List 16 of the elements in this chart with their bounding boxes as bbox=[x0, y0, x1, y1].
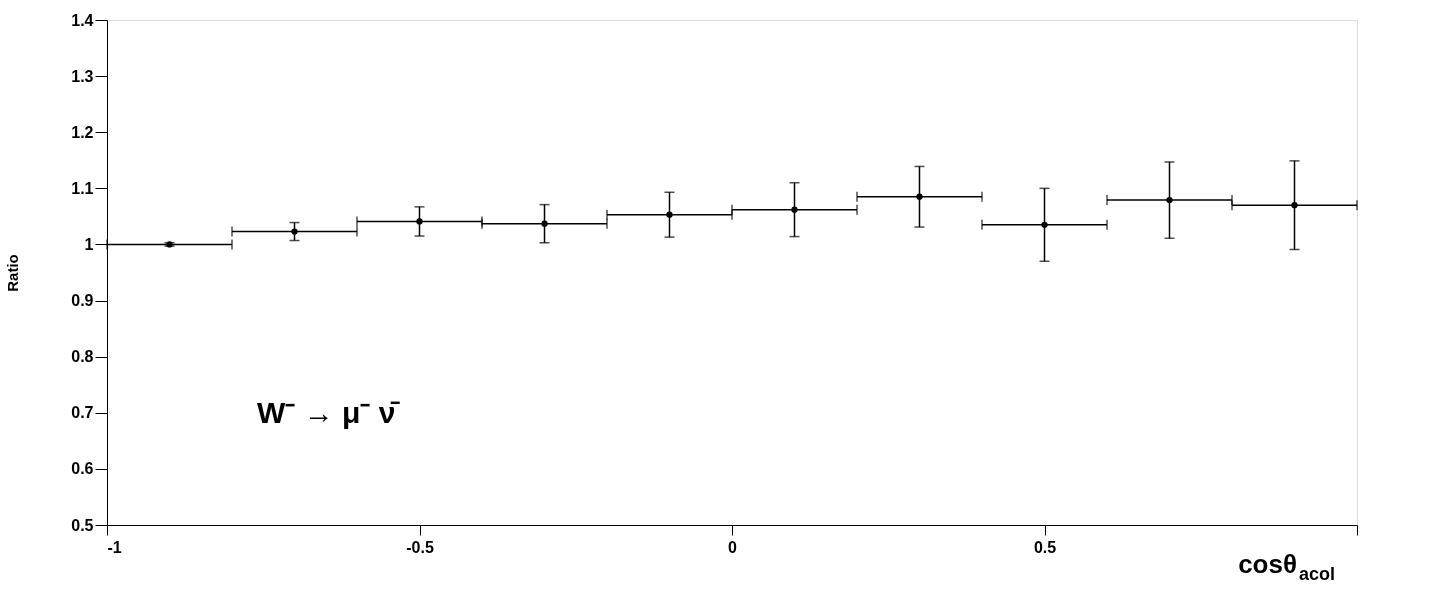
y-tick-label: 1.2 bbox=[71, 123, 94, 141]
y-tick-label: 0.8 bbox=[71, 348, 94, 366]
y-tick-label: 1.3 bbox=[71, 67, 94, 85]
y-tick-label: 1 bbox=[84, 235, 94, 253]
y-tick-label: 1.4 bbox=[71, 11, 94, 29]
x-tick-label: -1 bbox=[107, 538, 122, 556]
x-tick-label: 0 bbox=[728, 538, 738, 556]
y-tick-label: 1.1 bbox=[71, 179, 94, 197]
x-tick-label: 0.5 bbox=[1033, 538, 1057, 556]
y-tick-label: 0.6 bbox=[71, 460, 94, 478]
x-tick-label: -0.5 bbox=[406, 538, 434, 556]
y-axis-title: Ratio bbox=[4, 254, 22, 292]
y-tick-label: 0.9 bbox=[71, 292, 94, 310]
annotation: W⁻ → μ⁻ ν̄ bbox=[257, 395, 401, 429]
y-tick-label: 0.5 bbox=[71, 516, 94, 534]
y-tick-label: 0.7 bbox=[71, 404, 94, 422]
